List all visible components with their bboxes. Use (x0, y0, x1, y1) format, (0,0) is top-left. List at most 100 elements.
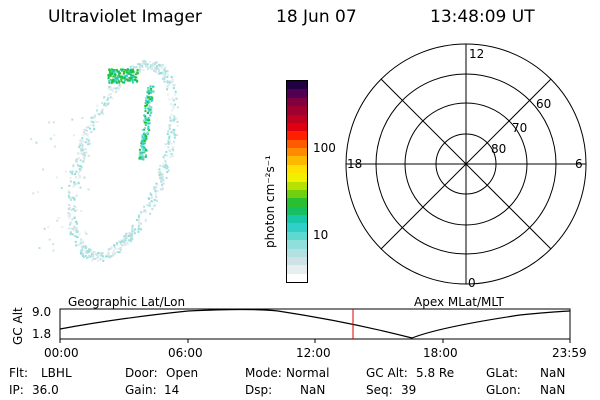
aurora-pixel (151, 98, 154, 101)
aurora-pixel (112, 90, 114, 93)
aurora-pixel (138, 156, 141, 159)
aurora-pixel (109, 93, 112, 96)
color-scale-step (287, 114, 307, 123)
aurora-pixel (162, 162, 165, 165)
aurora-pixel (108, 85, 111, 88)
aurora-pixel (115, 79, 118, 82)
aurora-pixel (172, 79, 175, 82)
color-scale-step (287, 181, 307, 190)
aurora-pixel (122, 239, 125, 242)
aurora-pixel (110, 246, 113, 249)
aurora-pixel (144, 122, 147, 125)
aurora-pixel (129, 240, 132, 243)
aurora-pixel (123, 81, 126, 84)
aurora-pixel (129, 69, 132, 72)
aurora-pixel (155, 186, 158, 189)
aurora-pixel (143, 150, 146, 153)
aurora-pixel (127, 72, 130, 75)
aurora-pixel (117, 248, 120, 250)
aurora-pixel (74, 235, 77, 238)
aurora-pixel (123, 71, 126, 74)
aurora-pixel (140, 222, 142, 225)
aurora-pixel (141, 154, 144, 157)
aurora-pixel (95, 253, 98, 256)
aurora-pixel (131, 68, 134, 71)
color-scale-step (287, 256, 307, 266)
info-seq-key: Seq: (366, 383, 393, 397)
aurora-pixel (68, 190, 71, 193)
aurora-pixel (115, 69, 118, 72)
color-scale-step (287, 156, 307, 165)
aurora-pixel (164, 73, 167, 76)
aurora-pixel (158, 65, 161, 68)
aurora-pixel (156, 190, 159, 193)
aurora-pixel (143, 147, 146, 150)
aurora-pixel (81, 240, 84, 243)
aurora-pixel (167, 130, 170, 133)
aurora-pixel (80, 149, 83, 152)
aurora-pixel (71, 170, 74, 173)
aurora-pixel (97, 252, 99, 255)
aurora-pixel (87, 188, 90, 191)
aurora-pixel (169, 80, 172, 83)
aurora-pixel (144, 155, 147, 158)
aurora-pixel (147, 110, 150, 113)
aurora-pixel (176, 124, 179, 127)
aurora-pixel (130, 72, 132, 75)
aurora-pixel (89, 255, 92, 258)
aurora-pixel (120, 68, 123, 71)
aurora-pixel (68, 206, 71, 209)
aurora-pixel (165, 151, 168, 153)
aurora-pixel (117, 80, 120, 83)
aurora-pixel (171, 109, 174, 112)
aurora-pixel (143, 205, 146, 208)
aurora-pixel (80, 252, 82, 254)
aurora-pixel (164, 164, 167, 167)
aurora-pixel (138, 157, 141, 160)
aurora-pixel (101, 112, 104, 115)
aurora-pixel (135, 66, 138, 69)
aurora-pixel (124, 69, 127, 71)
aurora-pixel (161, 177, 164, 180)
color-scale-step (287, 122, 307, 132)
aurora-pixel (169, 124, 172, 127)
aurora-pixel (83, 128, 86, 131)
aurora-pixel (158, 171, 161, 174)
aurora-pixel (75, 194, 78, 197)
aurora-pixel (127, 79, 129, 82)
aurora-pixel (141, 145, 144, 148)
aurora-pixel (90, 130, 93, 133)
aurora-pixel (53, 145, 56, 148)
aurora-pixel (131, 238, 134, 241)
color-scale-step (287, 131, 307, 140)
aurora-pixel (167, 142, 170, 145)
aurora-pixel (161, 64, 164, 67)
aurora-pixel (81, 253, 84, 256)
timeline-x-tick-0600: 06:00 (168, 346, 203, 360)
timeline-x-tick-1800: 18:00 (423, 346, 458, 360)
aurora-pixel (117, 87, 120, 90)
info-gain-key: Gain: (125, 383, 157, 397)
aurora-pixel (86, 250, 89, 253)
info-gcalt-value: 5.8 Re (416, 366, 455, 380)
aurora-pixel (149, 85, 152, 88)
aurora-pixel (68, 204, 71, 207)
aurora-pixel (107, 73, 110, 76)
aurora-pixel (89, 127, 92, 130)
aurora-pixel (172, 119, 175, 122)
aurora-pixel (107, 88, 110, 90)
aurora-pixel (84, 250, 87, 253)
aurora-pixel (171, 119, 174, 122)
aurora-pixel (166, 86, 169, 89)
aurora-pixel (164, 160, 167, 163)
aurora-pixel (153, 69, 156, 72)
aurora-pixel (81, 147, 84, 149)
aurora-pixel (110, 70, 113, 73)
aurora-pixel (131, 232, 133, 235)
aurora-pixel (119, 72, 122, 75)
aurora-pixel (136, 69, 139, 72)
aurora-pixel (132, 74, 135, 77)
aurora-pixel (118, 72, 120, 75)
aurora-pixel (146, 90, 149, 93)
aurora-pixel (166, 167, 168, 170)
